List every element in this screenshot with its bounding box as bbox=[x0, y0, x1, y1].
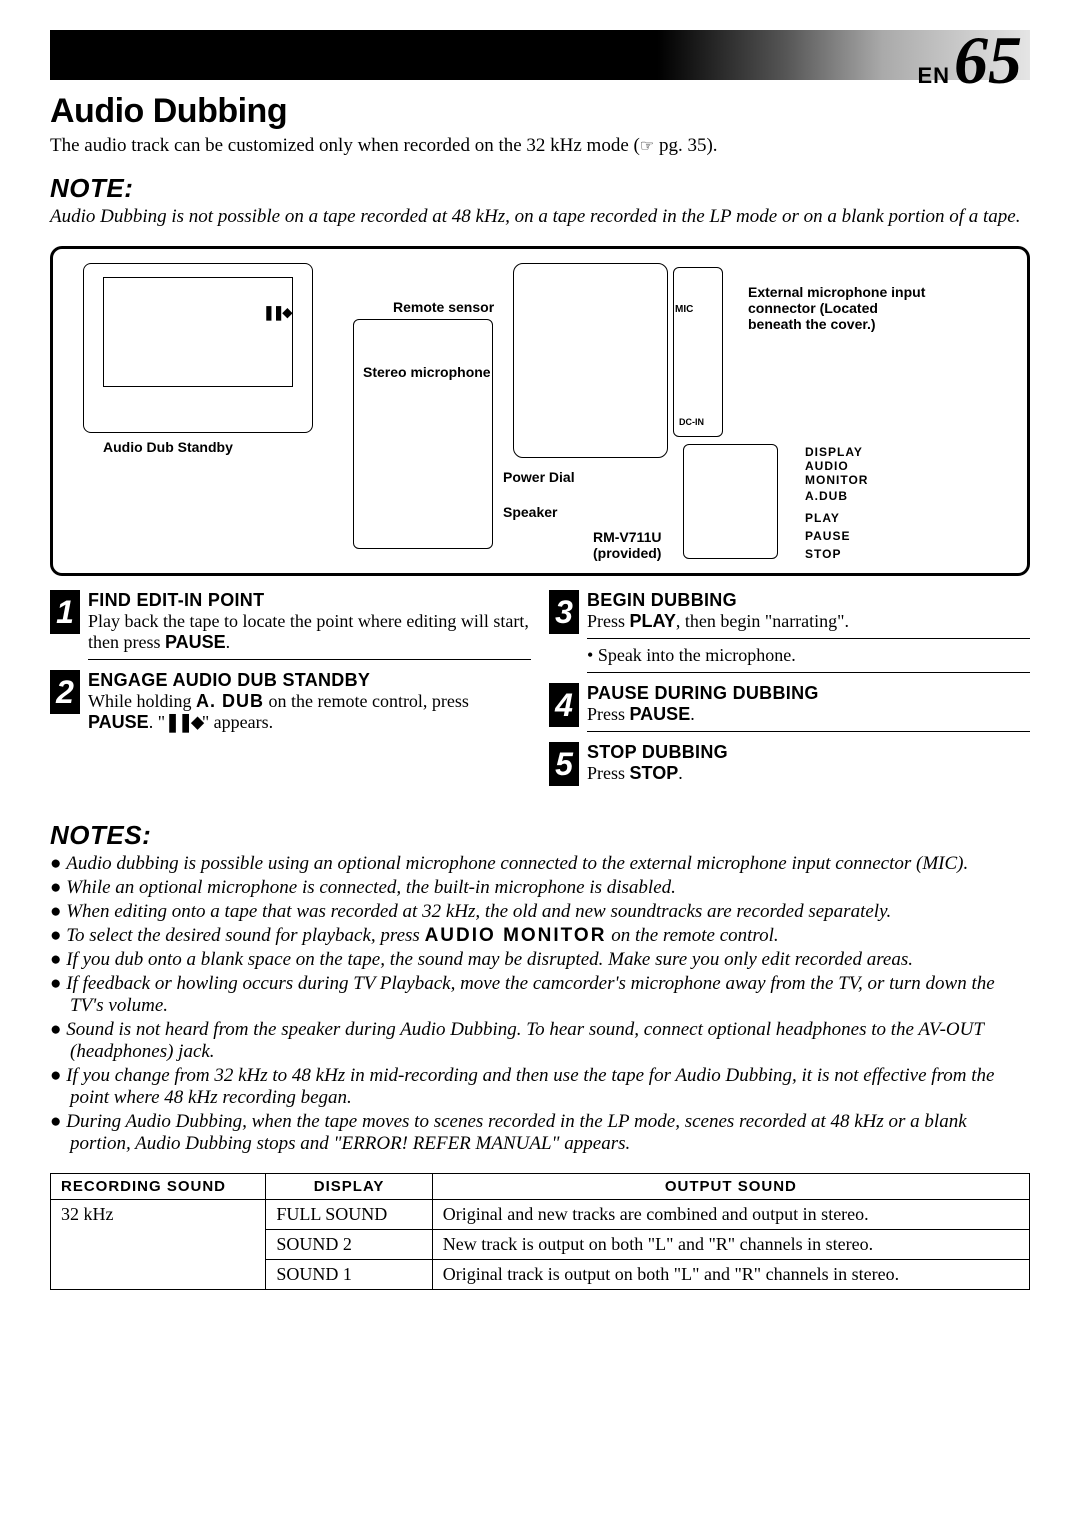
th-recording: RECORDING SOUND bbox=[51, 1174, 266, 1200]
power-dial-label: Power Dial bbox=[503, 469, 575, 485]
ext-mic-label: External microphone input connector (Loc… bbox=[748, 284, 928, 332]
play-btn-label: PLAY bbox=[805, 511, 840, 525]
sound-table: RECORDING SOUND DISPLAY OUTPUT SOUND 32 … bbox=[50, 1173, 1030, 1290]
pause-glyph-icon: ❚❚⬥ bbox=[263, 304, 290, 321]
th-display: DISPLAY bbox=[266, 1174, 432, 1200]
step-body: ENGAGE AUDIO DUB STANDBY While holding A… bbox=[88, 670, 531, 739]
step-title: ENGAGE AUDIO DUB STANDBY bbox=[88, 670, 531, 691]
step-num: 3 bbox=[549, 590, 579, 634]
remote-outline bbox=[683, 444, 778, 559]
note-item: When editing onto a tape that was record… bbox=[50, 901, 1030, 923]
table-row: 32 kHz FULL SOUND Original and new track… bbox=[51, 1200, 1030, 1230]
td-output: Original track is output on both "L" and… bbox=[432, 1260, 1029, 1290]
camera-side bbox=[513, 263, 668, 458]
remote-sensor-label: Remote sensor bbox=[393, 299, 494, 315]
td-display: SOUND 2 bbox=[266, 1230, 432, 1260]
step-body: BEGIN DUBBING Press PLAY, then begin "na… bbox=[587, 590, 1030, 673]
camera-body bbox=[353, 319, 493, 549]
step-text: While holding A. DUB on the remote contr… bbox=[88, 691, 531, 733]
lcd-caption: Audio Dub Standby bbox=[103, 439, 233, 455]
note-item: While an optional microphone is connecte… bbox=[50, 877, 1030, 899]
adub-btn-label: A.DUB bbox=[805, 489, 848, 503]
td-recording: 32 kHz bbox=[51, 1200, 266, 1290]
th-output: OUTPUT SOUND bbox=[432, 1174, 1029, 1200]
pause-glyph-icon: ❚❚⬥ bbox=[165, 712, 202, 732]
td-output: Original and new tracks are combined and… bbox=[432, 1200, 1029, 1230]
connector-panel bbox=[673, 267, 723, 437]
stop-btn-label: STOP bbox=[805, 547, 841, 561]
header-band: EN 65 bbox=[50, 30, 1030, 80]
step-body: STOP DUBBING Press STOP. bbox=[587, 742, 1030, 790]
page-title: Audio Dubbing bbox=[50, 92, 1030, 131]
lcd-screen bbox=[103, 277, 293, 387]
note-item: During Audio Dubbing, when the tape move… bbox=[50, 1111, 1030, 1155]
intro-post: pg. 35). bbox=[654, 135, 717, 156]
step-text: Press PLAY, then begin "narrating". bbox=[587, 611, 1030, 632]
step-sub: Speak into the microphone. bbox=[587, 638, 1030, 666]
step-text: Press STOP. bbox=[587, 763, 1030, 784]
td-display: FULL SOUND bbox=[266, 1200, 432, 1230]
step-title: BEGIN DUBBING bbox=[587, 590, 1030, 611]
page-num-value: 65 bbox=[954, 26, 1022, 94]
note-item: Audio dubbing is possible using an optio… bbox=[50, 853, 1030, 875]
td-output: New track is output on both "L" and "R" … bbox=[432, 1230, 1029, 1260]
td-display: SOUND 1 bbox=[266, 1260, 432, 1290]
step-3: 3 BEGIN DUBBING Press PLAY, then begin "… bbox=[549, 590, 1030, 673]
mic-connector-label: MIC bbox=[675, 304, 693, 315]
pause-btn-label: PAUSE bbox=[805, 529, 850, 543]
step-title: STOP DUBBING bbox=[587, 742, 1030, 763]
notes-list: Audio dubbing is possible using an optio… bbox=[50, 853, 1030, 1155]
diagram-box: ❚❚⬥ Audio Dub Standby Remote sensor Ster… bbox=[50, 246, 1030, 576]
steps-col-left: 1 FIND EDIT-IN POINT Play back the tape … bbox=[50, 590, 531, 800]
step-body: PAUSE DURING DUBBING Press PAUSE. bbox=[587, 683, 1030, 732]
note-item: If you change from 32 kHz to 48 kHz in m… bbox=[50, 1065, 1030, 1109]
step-num: 4 bbox=[549, 683, 579, 727]
dcin-connector-label: DC-IN bbox=[679, 417, 704, 427]
table-header-row: RECORDING SOUND DISPLAY OUTPUT SOUND bbox=[51, 1174, 1030, 1200]
intro-pre: The audio track can be customized only w… bbox=[50, 135, 640, 156]
intro-text: The audio track can be customized only w… bbox=[50, 135, 1030, 157]
page-number: EN 65 bbox=[917, 26, 1022, 94]
step-num: 1 bbox=[50, 590, 80, 634]
lang-prefix: EN bbox=[917, 63, 950, 89]
remote-model-label: RM-V711U (provided) bbox=[593, 529, 683, 561]
steps-container: 1 FIND EDIT-IN POINT Play back the tape … bbox=[50, 590, 1030, 800]
step-title: FIND EDIT-IN POINT bbox=[88, 590, 531, 611]
step-1: 1 FIND EDIT-IN POINT Play back the tape … bbox=[50, 590, 531, 660]
stereo-mic-label: Stereo microphone bbox=[363, 364, 491, 380]
note-heading: NOTE: bbox=[50, 173, 1030, 204]
note-item: If feedback or howling occurs during TV … bbox=[50, 973, 1030, 1017]
step-4: 4 PAUSE DURING DUBBING Press PAUSE. bbox=[549, 683, 1030, 732]
audio-monitor-btn-label: AUDIO MONITOR bbox=[805, 459, 905, 487]
steps-col-right: 3 BEGIN DUBBING Press PLAY, then begin "… bbox=[549, 590, 1030, 800]
step-body: FIND EDIT-IN POINT Play back the tape to… bbox=[88, 590, 531, 660]
notes-heading: NOTES: bbox=[50, 820, 1030, 851]
step-2: 2 ENGAGE AUDIO DUB STANDBY While holding… bbox=[50, 670, 531, 739]
note-item: Sound is not heard from the speaker duri… bbox=[50, 1019, 1030, 1063]
step-5: 5 STOP DUBBING Press STOP. bbox=[549, 742, 1030, 790]
step-title: PAUSE DURING DUBBING bbox=[587, 683, 1030, 704]
step-num: 5 bbox=[549, 742, 579, 786]
page-ref-icon bbox=[640, 135, 654, 156]
note-body: Audio Dubbing is not possible on a tape … bbox=[50, 206, 1030, 228]
note-item: If you dub onto a blank space on the tap… bbox=[50, 949, 1030, 971]
step-text: Play back the tape to locate the point w… bbox=[88, 611, 531, 653]
step-text: Press PAUSE. bbox=[587, 704, 1030, 725]
display-btn-label: DISPLAY bbox=[805, 445, 863, 459]
speaker-label: Speaker bbox=[503, 504, 557, 520]
note-item: To select the desired sound for playback… bbox=[50, 925, 1030, 947]
step-num: 2 bbox=[50, 670, 80, 714]
